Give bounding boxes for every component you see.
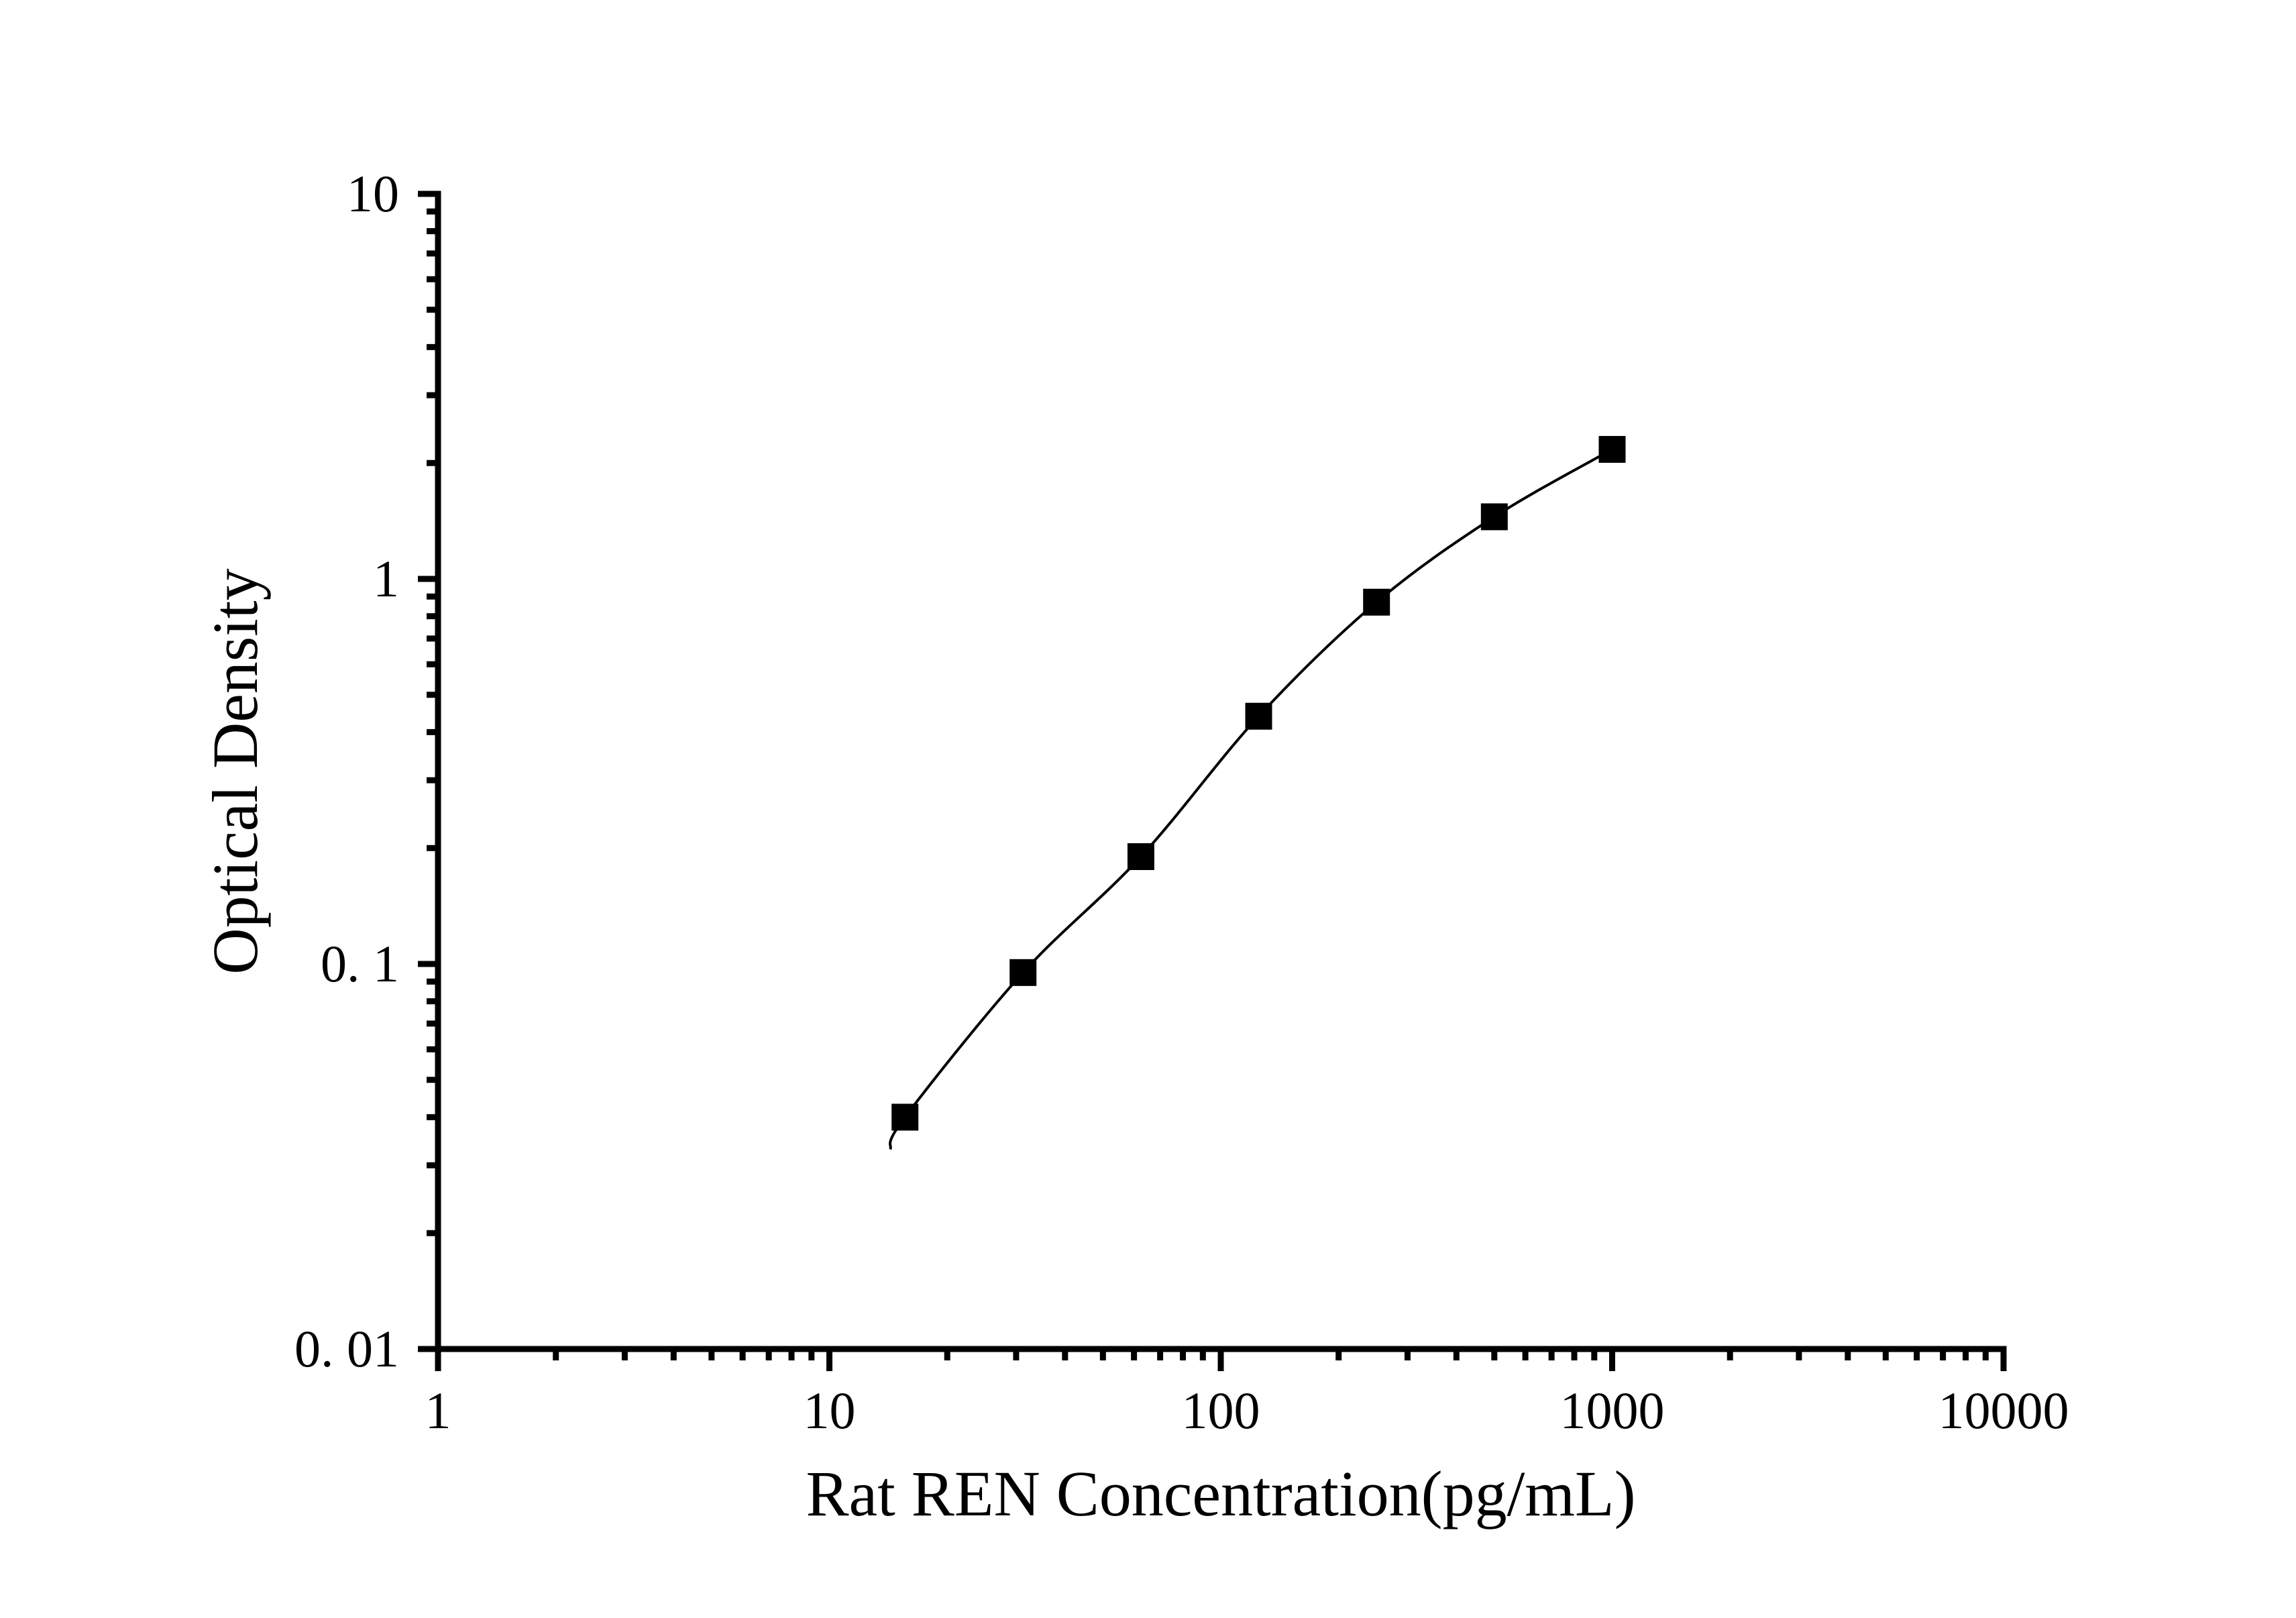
data-series: [889, 435, 1626, 1150]
standard-curve-chart: 1 10 100 1000 10000 0. 01 0. 1 1 10 Rat REN Conc…: [27, 11, 2296, 1615]
x-tick-label: 10000: [1938, 1381, 2069, 1440]
y-axis-title: Optical Density: [199, 568, 271, 974]
x-tick-label: 1000: [1560, 1381, 1665, 1440]
data-point-square-marker: [1480, 503, 1508, 531]
y-tick-label: 0. 01: [294, 1319, 399, 1378]
x-axis-title: Rat REN Concentration(pg/mL): [806, 1458, 1635, 1529]
data-point-square-marker: [1598, 435, 1626, 463]
data-point-square-marker: [1245, 702, 1272, 730]
data-point-square-marker: [891, 1103, 919, 1131]
data-point-square-marker: [1009, 959, 1037, 986]
y-tick-label: 0. 1: [321, 934, 399, 993]
axis-ticks: [418, 191, 2007, 1371]
chart-canvas: 1 10 100 1000 10000 0. 01 0. 1 1 10 Rat REN Conc…: [27, 11, 2296, 1615]
y-tick-label: 1: [373, 549, 399, 608]
x-tick-label: 1: [425, 1381, 451, 1440]
x-tick-label: 100: [1182, 1381, 1260, 1440]
x-tick-label: 10: [804, 1381, 856, 1440]
standard-curve-line: [889, 448, 1613, 1150]
data-point-square-marker: [1127, 843, 1154, 870]
axis-tick-labels: 1 10 100 1000 10000 0. 01 0. 1 1 10: [294, 164, 2069, 1440]
y-tick-label: 10: [347, 164, 399, 223]
data-point-square-marker: [1363, 588, 1390, 616]
